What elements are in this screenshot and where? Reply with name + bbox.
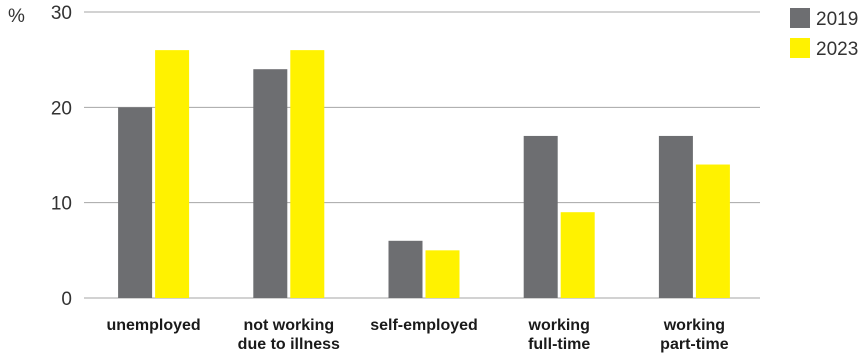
category-label: working — [528, 317, 590, 334]
bar-2023-4 — [695, 164, 730, 298]
bar-2023-3 — [560, 212, 595, 298]
legend-swatch-2023 — [790, 38, 810, 58]
category-label: due to illness — [238, 336, 340, 353]
bar-2019-3 — [523, 135, 558, 298]
y-tick-label: 0 — [61, 289, 72, 310]
bar-2023-2 — [425, 250, 460, 298]
bar-2023-1 — [290, 50, 325, 299]
bar-2019-4 — [658, 135, 693, 298]
y-tick-label: 30 — [51, 3, 72, 24]
category-label: not working — [243, 317, 334, 334]
legend-label-2019: 2019 — [816, 9, 858, 30]
bars — [118, 50, 730, 299]
legend: 2019 2023 — [790, 8, 858, 60]
legend-label-2023: 2023 — [816, 39, 858, 60]
category-label: unemployed — [106, 317, 200, 334]
category-label: full-time — [528, 336, 590, 353]
category-label: self-employed — [370, 317, 478, 334]
y-tick-label: 20 — [51, 98, 72, 119]
legend-swatch-2019 — [790, 8, 810, 28]
bar-2019-0 — [118, 107, 153, 298]
category-label: part-time — [660, 336, 729, 353]
category-label: working — [663, 317, 725, 334]
y-axis-ticks: 0 10 20 30 — [51, 3, 72, 310]
category-labels: unemployed not working due to illness self-… — [106, 317, 728, 353]
bar-2019-1 — [253, 69, 288, 298]
y-tick-label: 10 — [51, 194, 72, 215]
bar-2019-2 — [388, 240, 423, 298]
bar-2023-0 — [155, 50, 190, 299]
y-axis-unit-label: % — [8, 6, 25, 27]
